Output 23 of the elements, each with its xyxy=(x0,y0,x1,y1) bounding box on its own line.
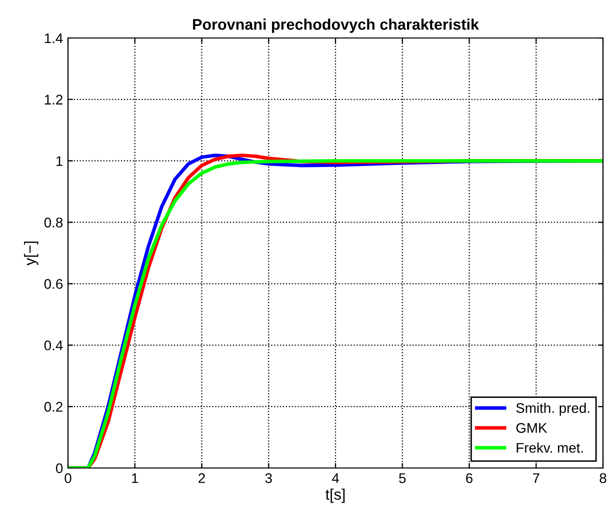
x-tick-label: 0 xyxy=(64,473,72,484)
x-tick-label: 5 xyxy=(399,473,406,484)
y-tick-label: 0.8 xyxy=(44,218,63,228)
y-tick-label: 0.4 xyxy=(44,340,63,350)
chart-title: Porovnani prechodovych charakteristik xyxy=(193,18,480,33)
legend-label: Frekv. met. xyxy=(516,442,583,453)
x-tick-label: 6 xyxy=(466,473,472,484)
x-tick-label: 1 xyxy=(132,473,138,483)
y-tick-label: 0.6 xyxy=(44,279,63,289)
x-tick-label: 4 xyxy=(332,473,339,483)
y-tick-label: 1 xyxy=(56,156,62,166)
y-tick-label: 1.4 xyxy=(44,33,63,44)
legend-label: GMK xyxy=(516,423,548,433)
y-tick-label: 0.2 xyxy=(44,402,62,412)
legend-label: Smith. pred. xyxy=(516,402,590,416)
x-tick-label: 3 xyxy=(265,473,272,484)
y-tick-label: 1.2 xyxy=(44,94,62,104)
x-tick-label: 7 xyxy=(532,473,540,483)
y-axis-title: y[−] xyxy=(24,242,38,266)
y-tick-label: 0 xyxy=(56,463,63,474)
x-tick-label: 8 xyxy=(600,473,606,484)
x-tick-label: 2 xyxy=(198,473,205,483)
x-axis-title: t[s] xyxy=(326,488,345,503)
